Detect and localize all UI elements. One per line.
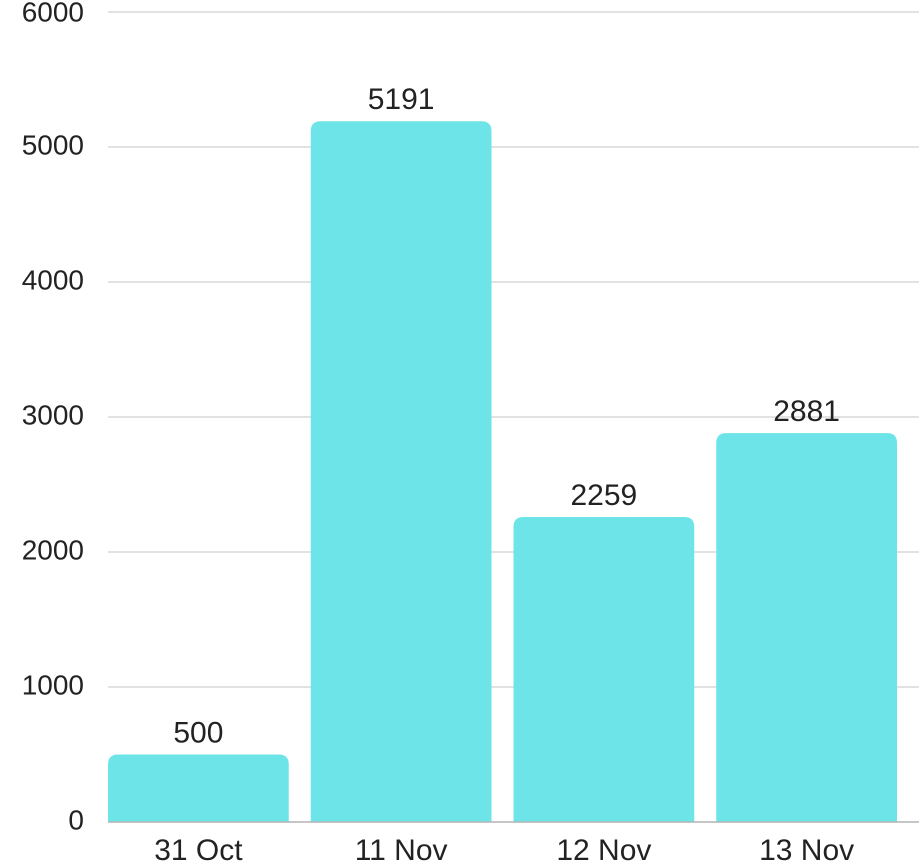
y-tick-label: 0 bbox=[68, 804, 84, 835]
y-tick-label: 2000 bbox=[22, 534, 84, 565]
y-tick-label: 3000 bbox=[22, 399, 84, 430]
data-label-1: 5191 bbox=[368, 83, 435, 116]
bars bbox=[108, 121, 897, 822]
data-label-3: 2881 bbox=[773, 395, 840, 428]
y-tick-label: 1000 bbox=[22, 669, 84, 700]
x-tick-label-3: 13 Nov bbox=[759, 834, 854, 862]
x-tick-label-1: 11 Nov bbox=[355, 834, 448, 862]
bar-1 bbox=[311, 121, 492, 822]
y-tick-label: 6000 bbox=[22, 0, 84, 27]
bar-2 bbox=[514, 517, 695, 822]
data-label-0: 500 bbox=[173, 717, 223, 750]
x-axis-ticks: 31 Oct 11 Nov 12 Nov 13 Nov bbox=[154, 834, 854, 862]
x-tick-label-0: 31 Oct bbox=[154, 834, 243, 862]
data-label-2: 2259 bbox=[571, 479, 638, 512]
bar-3 bbox=[716, 433, 897, 822]
y-axis-ticks: 0 1000 2000 3000 4000 5000 6000 bbox=[22, 0, 84, 835]
x-tick-label-2: 12 Nov bbox=[556, 834, 651, 862]
y-tick-label: 4000 bbox=[22, 264, 84, 295]
y-tick-label: 5000 bbox=[22, 129, 84, 160]
bar-0 bbox=[108, 755, 289, 823]
